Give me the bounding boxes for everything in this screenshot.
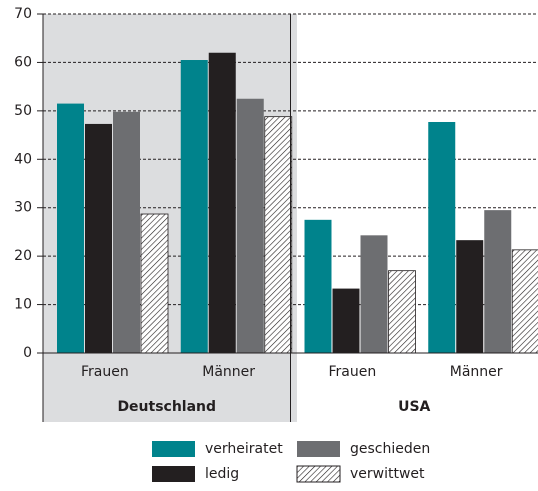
bar [332, 288, 360, 353]
bar [113, 111, 140, 353]
y-tick-label: 30 [14, 200, 32, 216]
bar [264, 116, 293, 354]
bar [360, 235, 388, 353]
group-label: Deutschland [117, 399, 216, 415]
bar [140, 213, 169, 354]
x-tick-label: Männer [450, 364, 503, 380]
bar [208, 52, 236, 353]
bar [456, 240, 484, 353]
bar [57, 103, 84, 353]
y-tick-label: 10 [14, 297, 32, 313]
y-tick-label: 50 [14, 103, 32, 119]
x-tick-label: Frauen [329, 364, 377, 380]
bar [484, 210, 512, 353]
legend-swatch [296, 465, 341, 483]
y-tick-label: 60 [14, 54, 32, 70]
y-tick-label: 0 [23, 345, 32, 361]
bar [180, 60, 208, 353]
bar [428, 121, 456, 353]
bar [388, 270, 416, 354]
y-tick-label: 70 [14, 6, 32, 22]
bar [511, 249, 538, 354]
legend-label: verheiratet [205, 441, 283, 457]
x-tick-label: Männer [202, 364, 255, 380]
bar [236, 98, 264, 353]
y-tick-label: 40 [14, 151, 32, 167]
y-tick-label: 20 [14, 248, 32, 264]
legend-label: geschieden [350, 441, 430, 457]
legend-swatch [297, 441, 340, 457]
bar [85, 123, 112, 353]
legend-swatch [152, 466, 195, 482]
legend-label: ledig [205, 466, 239, 482]
x-tick-label: Frauen [81, 364, 129, 380]
legend-label: verwittwet [350, 466, 425, 482]
legend-swatch [152, 441, 195, 457]
group-label: USA [398, 399, 430, 415]
bar [304, 219, 332, 353]
